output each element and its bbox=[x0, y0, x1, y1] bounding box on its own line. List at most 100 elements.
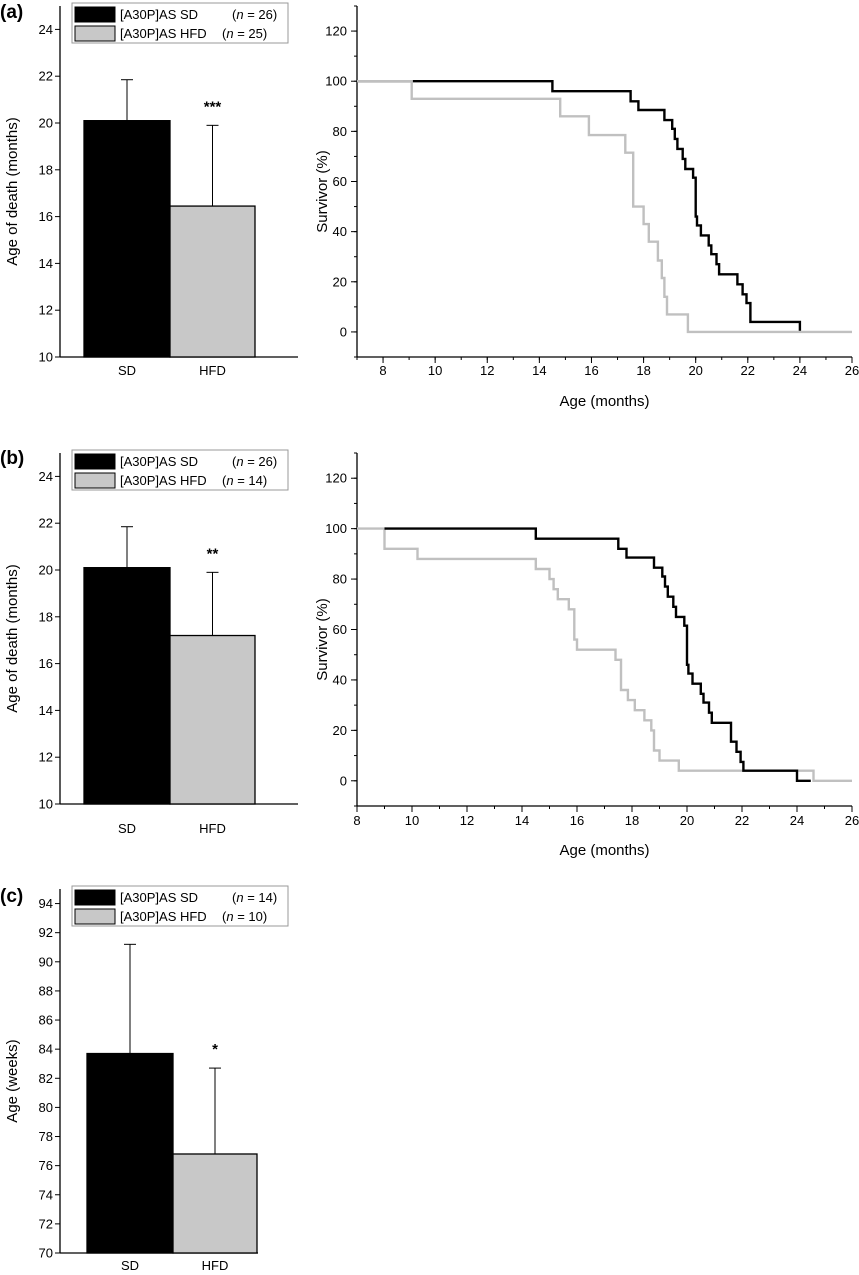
bar-sd bbox=[83, 567, 171, 805]
y-tick-label: 14 bbox=[39, 703, 53, 718]
c-bar-panel: (c) 70 72 74 76 78 80 82 84 86 88 90 92 94 Age (weeks)… bbox=[0, 885, 289, 1273]
y-tick-label: 70 bbox=[39, 1246, 53, 1261]
y-tick-label: 88 bbox=[39, 983, 53, 998]
x-tick-label: 20 bbox=[680, 813, 694, 828]
y-tick-label: 60 bbox=[333, 174, 347, 189]
legend-n-open: ( bbox=[232, 890, 237, 905]
b-line-panel: 0 20 40 60 80 100 120 8 10 12 14 16 18 20 22 24 26 Age (m… bbox=[314, 452, 859, 859]
legend-n-symbol: n bbox=[236, 454, 243, 469]
survival-curve-sd bbox=[357, 79, 802, 332]
x-category-label: HFD bbox=[199, 363, 226, 378]
legend-n-label: (n = 25) bbox=[222, 26, 267, 41]
y-axis-title: Survivor (%) bbox=[314, 598, 331, 681]
x-tick-label: 12 bbox=[480, 363, 494, 378]
y-axis-title: Age of death (months) bbox=[4, 564, 21, 712]
y-tick-label: 10 bbox=[39, 797, 53, 812]
y-tick-label: 90 bbox=[39, 954, 53, 969]
legend-n-symbol: n bbox=[236, 7, 243, 22]
y-tick-label: 94 bbox=[39, 896, 53, 911]
y-tick-label: 10 bbox=[39, 350, 53, 365]
legend-n-open: ( bbox=[222, 26, 227, 41]
y-tick-label: 18 bbox=[39, 609, 53, 624]
legend-n-value: = 26) bbox=[244, 7, 278, 22]
legend-n-label: (n = 14) bbox=[232, 890, 277, 905]
x-tick-label: 12 bbox=[460, 813, 474, 828]
bar-sd bbox=[83, 120, 171, 358]
legend-label: [A30P]AS SD bbox=[120, 454, 198, 469]
legend-label: [A30P]AS HFD bbox=[120, 26, 207, 41]
legend-swatch-sd bbox=[74, 453, 116, 470]
legend-n-symbol: n bbox=[236, 890, 243, 905]
b-bar-panel: (b) 10 12 14 16 18 20 22 24 Age of death (months)… bbox=[0, 448, 298, 836]
x-tick-label: 20 bbox=[688, 363, 702, 378]
y-tick-label: 22 bbox=[39, 69, 53, 84]
x-category-label: SD bbox=[118, 821, 136, 836]
legend-n-symbol: n bbox=[226, 26, 233, 41]
legend-swatch-hfd bbox=[74, 908, 116, 925]
legend-swatch-hfd bbox=[74, 25, 116, 42]
y-tick-label: 14 bbox=[39, 256, 53, 271]
legend-n-value: = 10) bbox=[234, 909, 268, 924]
legend-n-label: (n = 14) bbox=[222, 473, 267, 488]
x-tick-label: 24 bbox=[790, 813, 804, 828]
y-tick-label: 20 bbox=[39, 116, 53, 131]
bar-hfd bbox=[172, 1153, 258, 1254]
legend-label: [A30P]AS HFD bbox=[120, 909, 207, 924]
x-tick-label: 24 bbox=[793, 363, 807, 378]
y-tick-label: 0 bbox=[340, 773, 347, 788]
survival-curve-hfd bbox=[357, 527, 852, 782]
x-category-label: HFD bbox=[202, 1258, 229, 1273]
survival-curve-hfd bbox=[357, 79, 852, 334]
legend-n-label: (n = 26) bbox=[232, 454, 277, 469]
legend-swatch-hfd bbox=[74, 472, 116, 489]
x-tick-label: 8 bbox=[379, 363, 386, 378]
legend-swatch-sd bbox=[74, 889, 116, 906]
y-tick-label: 12 bbox=[39, 750, 53, 765]
y-axis-title: Survivor (%) bbox=[314, 150, 331, 233]
y-tick-label: 80 bbox=[39, 1100, 53, 1115]
x-axis-title: Age (months) bbox=[559, 842, 649, 859]
legend-n-open: ( bbox=[222, 909, 227, 924]
y-tick-label: 100 bbox=[325, 521, 347, 536]
y-tick-label: 18 bbox=[39, 162, 53, 177]
x-tick-label: 26 bbox=[845, 813, 859, 828]
y-tick-label: 92 bbox=[39, 925, 53, 940]
x-category-label: SD bbox=[118, 363, 136, 378]
x-tick-label: 18 bbox=[636, 363, 650, 378]
legend-n-open: ( bbox=[232, 454, 237, 469]
legend-label: [A30P]AS SD bbox=[120, 7, 198, 22]
survival-curve-sd bbox=[384, 527, 811, 782]
y-tick-label: 120 bbox=[325, 24, 347, 39]
x-tick-label: 14 bbox=[515, 813, 529, 828]
y-tick-label: 12 bbox=[39, 303, 53, 318]
y-tick-label: 20 bbox=[333, 723, 347, 738]
x-tick-label: 16 bbox=[584, 363, 598, 378]
y-tick-label: 120 bbox=[325, 471, 347, 486]
panel-label: (b) bbox=[0, 448, 24, 469]
y-tick-label: 40 bbox=[333, 672, 347, 687]
a-line-panel: 0 20 40 60 80 100 120 8 10 12 14 16 18 20 22 24 26 Age (m… bbox=[314, 5, 859, 410]
panel-label: (c) bbox=[0, 886, 23, 907]
y-tick-label: 0 bbox=[340, 324, 347, 339]
y-tick-label: 72 bbox=[39, 1216, 53, 1231]
legend-n-value: = 14) bbox=[244, 890, 278, 905]
y-tick-label: 16 bbox=[39, 656, 53, 671]
y-tick-label: 60 bbox=[333, 622, 347, 637]
legend-n-value: = 25) bbox=[234, 26, 268, 41]
y-tick-label: 40 bbox=[333, 224, 347, 239]
y-tick-label: 74 bbox=[39, 1187, 53, 1202]
y-tick-label: 16 bbox=[39, 209, 53, 224]
y-tick-label: 86 bbox=[39, 1013, 53, 1028]
x-tick-label: 16 bbox=[570, 813, 584, 828]
y-axis-title: Age (weeks) bbox=[4, 1039, 21, 1122]
legend-n-label: (n = 10) bbox=[222, 909, 267, 924]
y-tick-label: 20 bbox=[39, 563, 53, 578]
bar-sd bbox=[86, 1052, 174, 1254]
x-category-label: HFD bbox=[199, 821, 226, 836]
legend-n-symbol: n bbox=[226, 473, 233, 488]
y-tick-label: 22 bbox=[39, 516, 53, 531]
y-tick-label: 76 bbox=[39, 1158, 53, 1173]
legend-n-label: (n = 26) bbox=[232, 7, 277, 22]
x-tick-label: 22 bbox=[741, 363, 755, 378]
